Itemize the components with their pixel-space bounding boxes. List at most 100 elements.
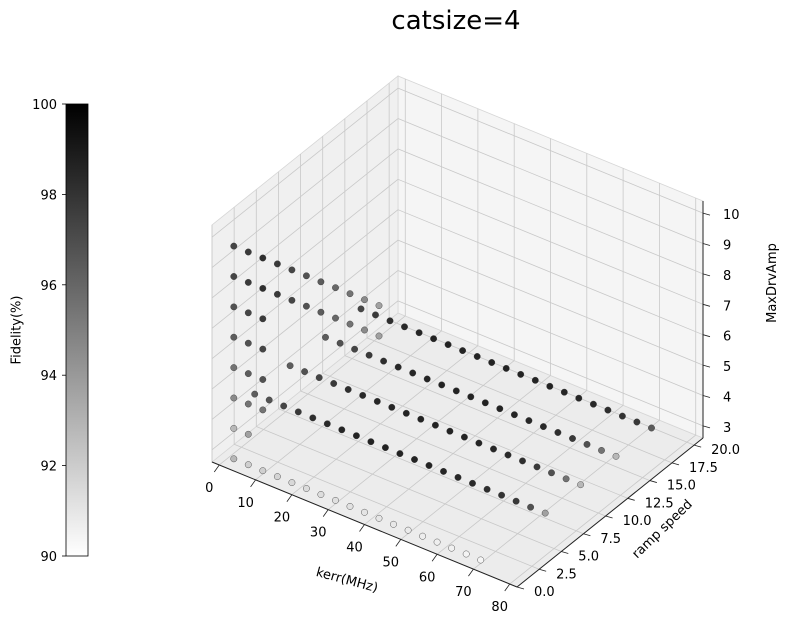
- data-point: [496, 405, 504, 413]
- grid-line: [211, 239, 399, 390]
- x-tick-mark: [431, 554, 438, 562]
- z-tick-mark: [702, 273, 711, 277]
- x-tick-label: 0: [205, 481, 213, 496]
- data-point: [590, 400, 597, 408]
- colorbar-tick-label: 96: [40, 279, 57, 294]
- z-tick-label: 8: [723, 269, 731, 284]
- data-point: [315, 374, 323, 381]
- x-tick-label: 60: [419, 570, 436, 585]
- grid-line: [397, 148, 704, 275]
- y-tick-mark: [561, 551, 569, 554]
- data-point: [375, 332, 383, 340]
- data-point: [346, 320, 354, 328]
- data-point: [244, 370, 252, 377]
- data-point: [648, 424, 655, 432]
- data-point: [396, 450, 404, 457]
- data-point: [230, 333, 238, 341]
- data-point: [404, 526, 412, 534]
- data-point: [517, 370, 525, 378]
- data-point: [619, 412, 626, 420]
- data-point: [401, 323, 408, 331]
- data-point: [583, 440, 591, 448]
- grid-line: [211, 209, 399, 360]
- x-tick-label: 80: [491, 600, 508, 615]
- z-tick-label: 3: [723, 421, 731, 436]
- data-point: [531, 376, 539, 384]
- x-axis-label: kerr(MHz): [314, 565, 379, 596]
- data-point: [259, 284, 267, 292]
- data-point: [338, 426, 346, 434]
- data-point: [454, 473, 462, 481]
- data-point: [527, 503, 534, 511]
- x-tick-label: 20: [274, 511, 291, 526]
- data-point: [560, 388, 568, 396]
- data-point: [394, 363, 402, 371]
- data-point: [352, 432, 360, 440]
- data-point: [504, 451, 512, 459]
- data-point: [288, 296, 296, 304]
- z-tick-label: 6: [723, 330, 731, 345]
- data-point: [381, 444, 389, 451]
- data-point: [357, 305, 365, 313]
- data-point: [332, 314, 339, 322]
- grid-line: [397, 300, 704, 427]
- data-point: [444, 341, 452, 348]
- colorbar-gradient: [65, 103, 89, 557]
- data-point: [332, 284, 339, 292]
- data-point: [230, 364, 238, 371]
- data-point: [230, 455, 238, 463]
- y-tick-label: 12.5: [645, 496, 674, 511]
- data-point: [351, 345, 358, 353]
- z-tick-mark: [702, 395, 711, 398]
- data-point: [481, 399, 489, 407]
- data-point: [375, 302, 383, 309]
- data-point: [244, 339, 252, 347]
- y-tick-label: 17.5: [689, 461, 718, 476]
- z-tick-mark: [702, 303, 711, 307]
- z-tick-label: 9: [723, 239, 731, 254]
- data-point: [230, 303, 238, 311]
- data-point: [244, 278, 252, 286]
- data-point: [488, 359, 496, 366]
- y-tick-label: 7.5: [600, 532, 621, 547]
- x-tick-mark: [504, 583, 511, 592]
- data-point: [330, 380, 338, 387]
- data-point: [419, 532, 426, 540]
- data-point: [309, 414, 317, 422]
- data-point: [244, 309, 252, 317]
- data-point: [361, 296, 368, 304]
- data-point: [294, 408, 302, 416]
- data-point: [440, 467, 447, 475]
- data-point: [372, 311, 379, 319]
- data-point: [452, 387, 460, 395]
- data-point: [612, 452, 620, 460]
- data-point: [604, 406, 612, 414]
- grid-line: [397, 209, 704, 336]
- data-point: [273, 473, 281, 480]
- y-tick-label: 5.0: [578, 550, 599, 565]
- grid-line: [322, 372, 628, 499]
- data-point: [562, 475, 570, 483]
- data-point: [244, 248, 252, 256]
- grid-line: [211, 118, 399, 268]
- grid-line: [397, 239, 704, 366]
- data-point: [230, 273, 238, 280]
- y-tick-label: 2.5: [556, 567, 577, 582]
- data-point: [230, 394, 238, 402]
- data-point: [286, 362, 294, 370]
- data-point: [446, 427, 454, 435]
- colorbar: 90 92 94 96 98 100: [32, 98, 89, 565]
- data-point: [554, 429, 562, 436]
- x-tick-label: 70: [455, 585, 472, 600]
- data-point: [409, 369, 417, 377]
- grid-line: [211, 300, 399, 451]
- grid-line: [366, 337, 673, 464]
- data-point: [259, 376, 267, 383]
- data-point: [244, 461, 252, 469]
- data-point: [423, 375, 431, 383]
- data-point: [230, 424, 238, 432]
- z-tick-mark: [702, 334, 711, 338]
- z-tick-mark: [702, 425, 711, 429]
- data-point: [302, 272, 310, 280]
- data-point: [288, 479, 296, 486]
